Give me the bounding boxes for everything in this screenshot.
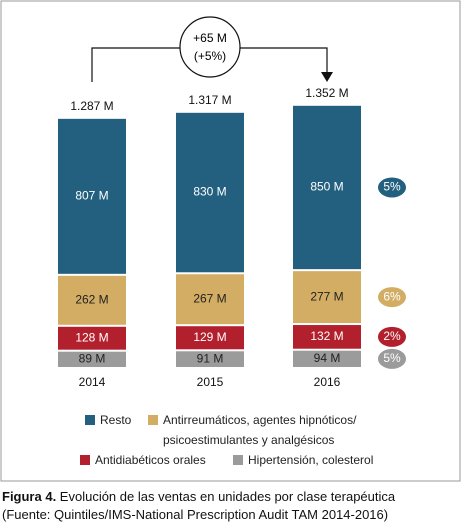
value-label: 129 M	[193, 330, 226, 344]
bar-segment	[58, 326, 126, 350]
bar-segment	[176, 274, 244, 325]
change-badge	[378, 348, 406, 369]
x-tick-label: 2016	[314, 375, 341, 389]
change-label: 5%	[383, 351, 401, 365]
legend-swatch	[80, 455, 90, 465]
change-badge	[378, 326, 406, 347]
change-label: 5%	[383, 180, 401, 194]
bar-segment	[176, 351, 244, 367]
caption: Figura 4. Evolución de las ventas en uni…	[2, 488, 395, 524]
value-label: 132 M	[310, 329, 343, 343]
bar-segment	[176, 326, 244, 350]
total-label: 1.352 M	[305, 86, 348, 100]
value-label: 267 M	[193, 291, 226, 305]
legend-label: Hipertensión, colesterol	[248, 453, 374, 467]
change-label: 6%	[383, 289, 401, 303]
value-label: 128 M	[75, 330, 108, 344]
bar-segment	[293, 350, 361, 367]
change-badge	[378, 177, 406, 198]
bar-segment	[293, 325, 361, 349]
change-badge	[378, 287, 406, 308]
value-label: 94 M	[314, 351, 341, 365]
legend-label: Antirreumáticos, agentes hipnóticos/ psi…	[163, 413, 357, 447]
value-label: 277 M	[310, 289, 343, 303]
legend-swatch	[148, 415, 158, 425]
chart: +65 M (+5%) 89 M 128 M 262 M 807 M 1.287 M 20…	[0, 0, 461, 482]
bar-segment	[293, 271, 361, 324]
legend-label: Antidiabéticos orales	[95, 453, 206, 467]
bar-segment	[58, 118, 126, 274]
annotation-circle	[179, 16, 241, 78]
caption-label: Figura 4.	[2, 489, 57, 504]
bar-segment	[176, 112, 244, 273]
value-label: 807 M	[75, 189, 108, 203]
bar-segment	[293, 105, 361, 270]
value-label: 850 M	[310, 180, 343, 194]
value-label: 262 M	[75, 292, 108, 306]
x-tick-label: 2015	[197, 375, 224, 389]
change-label: 2%	[383, 329, 401, 343]
total-label: 1.287 M	[70, 99, 113, 113]
bar-segment	[58, 351, 126, 367]
legend-label: Resto	[100, 413, 132, 427]
x-tick-label: 2014	[79, 375, 106, 389]
value-label: 89 M	[79, 352, 106, 366]
legend-swatch	[233, 455, 243, 465]
caption-text: Evolución de las ventas en unidades por …	[56, 489, 396, 504]
value-label: 91 M	[197, 351, 224, 365]
annotation: +65 M	[193, 31, 227, 45]
annotation: (+5%)	[194, 49, 226, 63]
value-label: 830 M	[193, 185, 226, 199]
legend-swatch	[85, 415, 95, 425]
bar-segment	[58, 275, 126, 325]
arrow-head	[321, 72, 333, 82]
total-label: 1.317 M	[188, 93, 231, 107]
caption-source: (Fuente: Quintiles/IMS-National Prescrip…	[2, 507, 389, 522]
